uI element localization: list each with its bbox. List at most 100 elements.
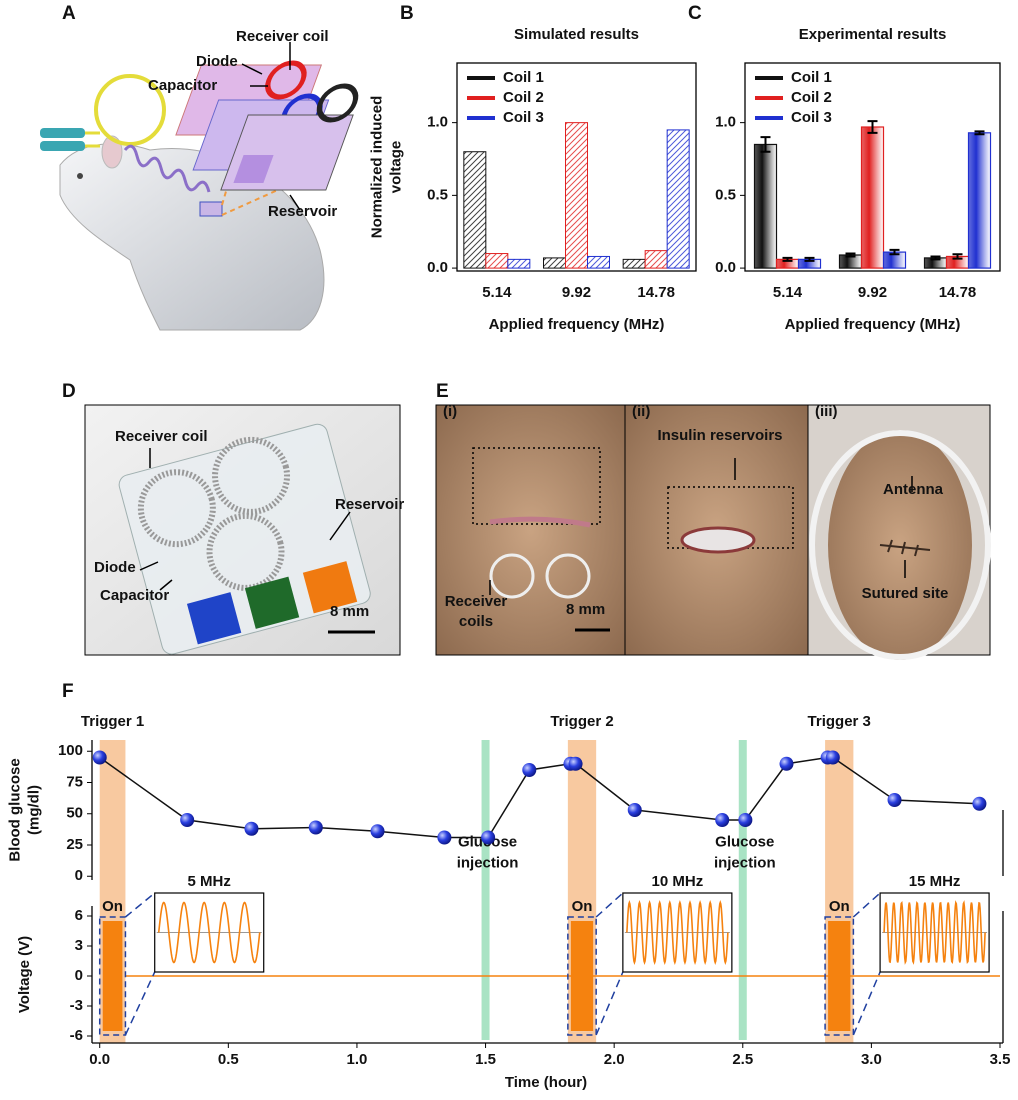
wave: [123, 144, 211, 193]
label: 8 mm: [330, 603, 369, 620]
bar: [753, 143, 778, 269]
text-line: voltage: [387, 141, 404, 194]
data-point: [481, 830, 496, 845]
x-tick-label: 14.78: [637, 284, 675, 301]
rat-back: [828, 430, 972, 660]
label: Insulin reservoirs: [657, 427, 782, 444]
plot-frame: [744, 62, 1001, 272]
x-tick-label: 3.0: [861, 1051, 882, 1068]
reservoir: [233, 155, 274, 183]
x-tick-label: 5.14: [482, 284, 512, 301]
y-tick-label: 1.0: [427, 114, 448, 131]
label: 8 mm: [566, 601, 605, 618]
panel-letter: F: [62, 681, 74, 702]
x-tick-label: 9.92: [562, 284, 591, 301]
bar: [543, 257, 566, 269]
label: Capacitor: [148, 77, 217, 94]
x-axis-label: Applied frequency (MHz): [785, 316, 961, 333]
bar: [967, 132, 992, 269]
view-label: (i): [443, 403, 457, 420]
error-bar: [867, 120, 878, 134]
error-bar: [782, 256, 793, 262]
panel-a: A Receiver coil Diode Capacitor Reservoi…: [40, 3, 359, 331]
view-label: (iii): [815, 403, 838, 420]
antenna-loop: [94, 74, 166, 146]
data-point: [180, 813, 195, 827]
legend-label: Coil 3: [791, 109, 832, 126]
label: Diode: [196, 53, 238, 70]
bar: [666, 129, 690, 269]
y-tick-label: 1.0: [715, 114, 736, 131]
label: Reservoir: [268, 203, 337, 220]
error-bar: [760, 136, 771, 153]
on-label: On: [572, 898, 593, 915]
injection-label: Glucose injection: [714, 833, 776, 871]
panel-e: E (i) Receiver coils 8 mm (ii) Insulin re…: [435, 381, 991, 660]
arrow: [139, 448, 351, 591]
connector: [40, 141, 85, 151]
on-label: On: [102, 898, 123, 915]
y-axis-label: Blood glucose (mg/dl): [6, 758, 42, 861]
rat-ear: [101, 135, 123, 169]
implant: [199, 201, 223, 217]
voltage-burst: [102, 921, 123, 1031]
y-tick-label: -6: [70, 1027, 83, 1044]
panel-letter: D: [62, 381, 76, 402]
y-axis-label: Voltage (V): [16, 936, 33, 1013]
data-point: [627, 803, 642, 817]
bar: [463, 151, 487, 269]
trigger-label: Trigger 3: [808, 713, 871, 730]
inset-wave: [626, 900, 729, 965]
y-tick-label: 0: [75, 867, 83, 884]
data-point: [370, 824, 385, 839]
antenna-lead: [85, 131, 100, 148]
trigger-label: Trigger 2: [550, 713, 613, 730]
data-point: [972, 796, 987, 811]
error-bar: [974, 130, 985, 136]
bar: [644, 250, 668, 269]
data-point: [887, 793, 902, 807]
outline: [667, 486, 794, 549]
label: Diode: [94, 559, 136, 576]
x-tick-label: 2.0: [604, 1051, 625, 1068]
zoom-line: [852, 892, 881, 1036]
error-bar: [845, 252, 856, 258]
x-tick-label: 9.92: [858, 284, 887, 301]
frequency-label: 15 MHz: [909, 873, 961, 890]
burst-outline: [98, 916, 127, 1036]
reservoir: [186, 592, 242, 645]
y-tick-label: 100: [58, 742, 83, 759]
reservoir: [244, 576, 300, 629]
burst-outline: [824, 916, 855, 1036]
coil: [265, 60, 307, 100]
rat-eye: [77, 173, 83, 179]
text-line: Blood glucose: [6, 758, 23, 861]
reservoir: [302, 561, 358, 614]
label: Sutured site: [862, 585, 949, 602]
y-tick-label: 6: [75, 907, 83, 924]
data-point: [244, 821, 259, 836]
y-tick-label: 25: [66, 836, 83, 853]
data-point: [779, 756, 794, 771]
wound: [680, 526, 756, 554]
text-line: Receiver: [445, 593, 508, 610]
legend-label: Coil 1: [791, 69, 832, 86]
panel-d: D Receiver coil Reservoir Diode Capacito…: [62, 381, 404, 656]
burst-outline: [567, 916, 597, 1036]
error-bar: [952, 253, 963, 260]
label: Reservoir: [335, 496, 404, 513]
device-stack: [175, 60, 359, 191]
data-point: [308, 820, 323, 835]
error-bar: [889, 248, 900, 256]
x-axis-label: Applied frequency (MHz): [489, 316, 665, 333]
data-point: [522, 763, 537, 777]
text-line: (mg/dl): [25, 785, 42, 835]
antenna-ring: [809, 430, 991, 660]
arrow: [489, 458, 913, 595]
inset-wave: [883, 900, 986, 965]
x-tick-label: 3.5: [990, 1051, 1011, 1068]
view-label: (ii): [632, 403, 650, 420]
error-bar: [930, 255, 941, 261]
plot-frame: [456, 62, 697, 272]
